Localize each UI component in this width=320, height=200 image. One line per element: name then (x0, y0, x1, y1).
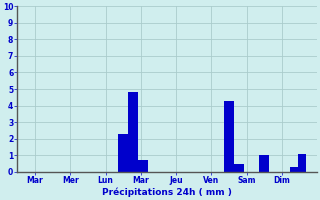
X-axis label: Précipitations 24h ( mm ): Précipitations 24h ( mm ) (102, 188, 232, 197)
Bar (234, 164, 244, 172)
Bar (128, 92, 138, 172)
Bar (224, 101, 234, 172)
Bar (260, 155, 269, 172)
Bar (291, 167, 298, 172)
Bar (138, 160, 148, 172)
Bar (298, 154, 306, 172)
Bar (118, 134, 128, 172)
